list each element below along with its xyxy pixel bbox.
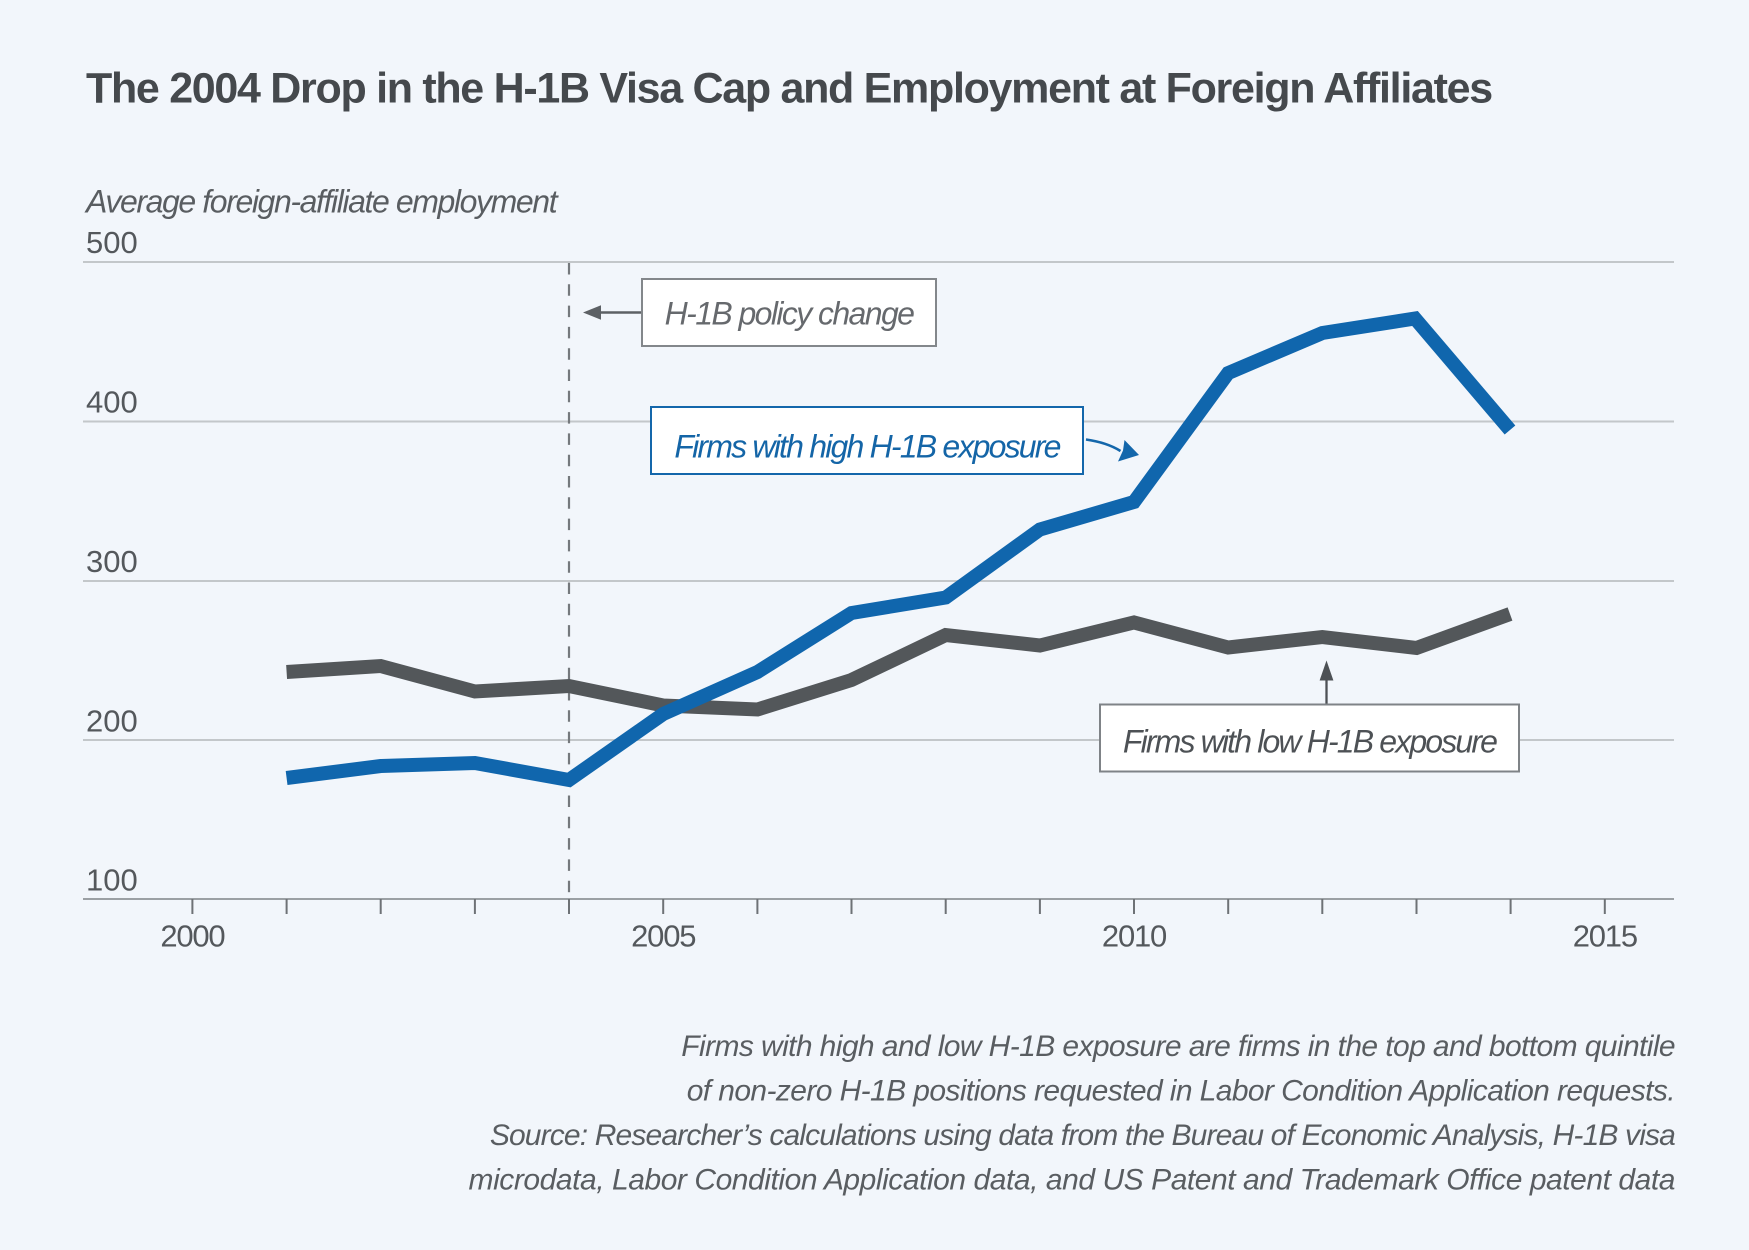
svg-text:The 2004 Drop in the H-1B Visa: The 2004 Drop in the H-1B Visa Cap and E…: [86, 65, 1492, 113]
svg-text:Average foreign-affiliate empl: Average foreign-affiliate employment: [84, 184, 559, 220]
svg-text:H-1B policy change: H-1B policy change: [665, 296, 914, 332]
svg-text:100: 100: [86, 863, 138, 898]
svg-text:of non-zero H-1B positions req: of non-zero H-1B positions requested in …: [687, 1075, 1675, 1108]
svg-text:Firms with low H-1B exposure: Firms with low H-1B exposure: [1123, 724, 1497, 760]
svg-text:microdata, Labor Condition App: microdata, Labor Condition Application d…: [469, 1164, 1675, 1197]
svg-text:Firms with high H-1B exposure: Firms with high H-1B exposure: [674, 429, 1060, 465]
svg-text:300: 300: [86, 544, 138, 579]
svg-text:2000: 2000: [160, 919, 225, 954]
svg-text:Source: Researcher’s calculati: Source: Researcher’s calculations using …: [490, 1119, 1675, 1152]
svg-text:200: 200: [86, 704, 138, 739]
svg-text:500: 500: [86, 225, 138, 260]
svg-text:Firms with high and low H-1B e: Firms with high and low H-1B exposure ar…: [681, 1030, 1675, 1063]
svg-text:2015: 2015: [1573, 919, 1637, 954]
svg-text:400: 400: [86, 385, 138, 420]
svg-text:2010: 2010: [1102, 919, 1167, 954]
svg-text:2005: 2005: [631, 919, 695, 954]
